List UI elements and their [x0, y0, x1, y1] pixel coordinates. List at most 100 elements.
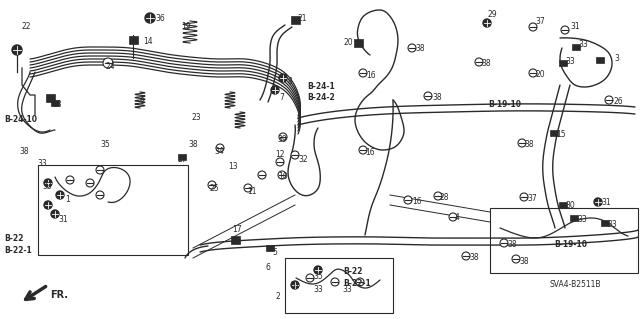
Text: 37: 37: [527, 194, 537, 203]
Circle shape: [462, 252, 470, 260]
Text: 35: 35: [313, 272, 323, 281]
Text: 16: 16: [365, 148, 374, 157]
Text: 5: 5: [272, 248, 277, 257]
Text: 14: 14: [143, 37, 152, 46]
Bar: [559, 60, 567, 66]
Bar: [550, 130, 558, 136]
Text: 7: 7: [279, 93, 284, 102]
Circle shape: [594, 198, 602, 206]
Text: 26: 26: [613, 97, 623, 106]
Circle shape: [518, 139, 526, 147]
Text: 38: 38: [507, 240, 516, 249]
Bar: [38, 165, 188, 255]
Circle shape: [500, 239, 508, 247]
Bar: [570, 215, 578, 221]
Bar: [601, 220, 609, 226]
Text: 33: 33: [313, 285, 323, 294]
Circle shape: [529, 69, 537, 77]
Text: 38: 38: [481, 59, 491, 68]
Text: 21: 21: [298, 14, 307, 23]
Text: 28: 28: [440, 193, 449, 202]
Text: 38: 38: [432, 93, 442, 102]
Text: 25: 25: [210, 184, 220, 193]
Text: 16: 16: [366, 71, 376, 80]
Circle shape: [103, 58, 113, 68]
Circle shape: [424, 92, 432, 100]
Text: 37: 37: [535, 17, 545, 26]
Bar: [51, 100, 59, 106]
Text: 1: 1: [65, 195, 70, 204]
Circle shape: [278, 171, 286, 179]
Text: 3: 3: [614, 54, 619, 63]
Text: 38: 38: [415, 44, 424, 53]
Circle shape: [291, 281, 299, 289]
Circle shape: [51, 210, 59, 218]
Text: B-22-1: B-22-1: [343, 279, 371, 288]
Text: 22: 22: [22, 22, 31, 31]
Text: 4: 4: [455, 213, 460, 222]
Circle shape: [561, 26, 569, 34]
Circle shape: [529, 23, 537, 31]
Circle shape: [449, 213, 457, 221]
Circle shape: [404, 196, 412, 204]
Text: 13: 13: [228, 162, 237, 171]
Circle shape: [56, 191, 64, 199]
Circle shape: [279, 74, 287, 82]
Text: 34: 34: [214, 147, 224, 156]
Bar: [291, 16, 300, 24]
Text: 38: 38: [188, 140, 198, 149]
Bar: [353, 40, 362, 47]
Circle shape: [44, 201, 52, 209]
Circle shape: [434, 192, 442, 200]
Text: 38: 38: [469, 253, 479, 262]
Circle shape: [279, 133, 287, 141]
Text: 15: 15: [556, 130, 566, 139]
Text: 16: 16: [412, 197, 422, 206]
Circle shape: [605, 96, 613, 104]
Text: B-24-2: B-24-2: [307, 93, 335, 102]
Circle shape: [145, 13, 155, 23]
Text: 9: 9: [139, 97, 144, 106]
Circle shape: [271, 86, 279, 94]
Bar: [490, 208, 638, 273]
Circle shape: [208, 181, 216, 189]
Circle shape: [276, 158, 284, 166]
Bar: [230, 236, 239, 244]
Text: 30: 30: [565, 201, 575, 210]
Text: 31: 31: [58, 215, 68, 224]
Text: 31: 31: [570, 22, 580, 31]
Bar: [266, 245, 274, 251]
Circle shape: [314, 266, 322, 274]
Text: 18: 18: [52, 100, 61, 109]
Text: 23: 23: [192, 113, 202, 122]
Text: 31: 31: [290, 281, 300, 290]
Circle shape: [359, 69, 367, 77]
Circle shape: [244, 184, 252, 192]
Bar: [559, 202, 567, 208]
Text: 24: 24: [105, 62, 115, 71]
Text: 33: 33: [42, 182, 52, 191]
Circle shape: [216, 144, 224, 152]
Circle shape: [359, 146, 367, 154]
Circle shape: [96, 191, 104, 199]
Circle shape: [483, 19, 491, 27]
Circle shape: [306, 274, 314, 282]
Circle shape: [66, 176, 74, 184]
Text: FR.: FR.: [50, 290, 68, 300]
Circle shape: [520, 193, 528, 201]
Text: 38: 38: [19, 147, 29, 156]
Text: 32: 32: [298, 155, 308, 164]
Circle shape: [475, 58, 483, 66]
Text: 38: 38: [524, 140, 534, 149]
Text: B-22: B-22: [343, 267, 362, 276]
Text: 27: 27: [177, 155, 187, 164]
Text: B-19-10: B-19-10: [554, 240, 587, 249]
Text: B-22: B-22: [4, 234, 24, 243]
Text: SVA4-B2511B: SVA4-B2511B: [549, 280, 600, 289]
Bar: [45, 94, 54, 101]
Bar: [596, 57, 604, 63]
Circle shape: [331, 278, 339, 286]
Text: 10: 10: [278, 172, 287, 181]
Circle shape: [96, 166, 104, 174]
Text: 36: 36: [155, 14, 164, 23]
